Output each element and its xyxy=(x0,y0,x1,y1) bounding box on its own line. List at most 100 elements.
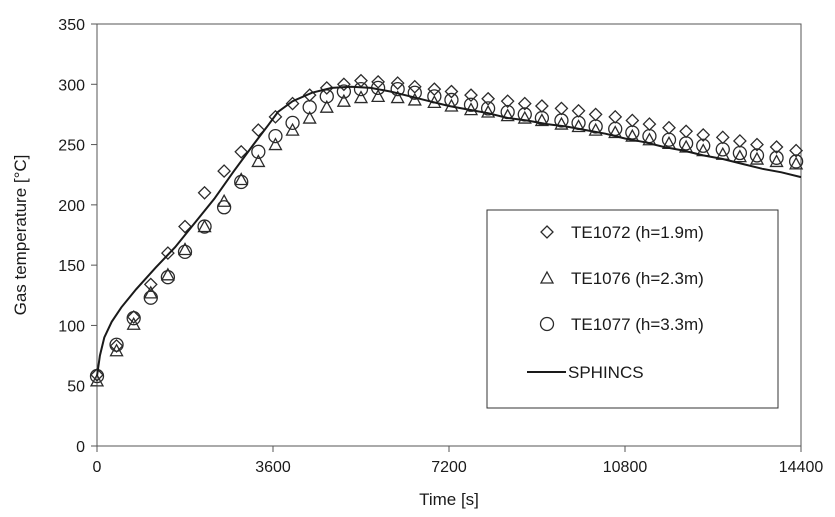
circle-point xyxy=(625,125,640,140)
triangle-point xyxy=(608,125,623,139)
diamond-point xyxy=(554,101,569,116)
diamond-point xyxy=(588,107,603,122)
legend-label: TE1072 (h=1.9m) xyxy=(571,223,704,242)
series-te1072 xyxy=(90,73,804,382)
diamond-point xyxy=(642,117,657,131)
diamond-point xyxy=(571,103,586,118)
circle-point xyxy=(642,128,657,144)
diamond-point xyxy=(90,367,104,382)
axis-ticks: 0 3600 7200 10800 14400 0 50 100 150 200 250 300 350 xyxy=(58,17,823,476)
diamond-point xyxy=(217,164,232,179)
diamond-point xyxy=(679,124,694,139)
triangle-point xyxy=(769,154,784,168)
y-tick-label: 300 xyxy=(58,77,85,94)
triangle-point xyxy=(89,373,105,387)
circle-point xyxy=(216,200,232,215)
diamond-point xyxy=(336,77,351,92)
circle-point xyxy=(678,136,694,151)
circle-point xyxy=(126,311,141,326)
diamond-point xyxy=(234,144,249,159)
triangle-point xyxy=(571,119,586,133)
circle-point xyxy=(554,113,569,128)
triangle-point xyxy=(642,132,657,146)
y-tick-label: 150 xyxy=(58,258,85,275)
circle-point xyxy=(608,121,623,137)
triangle-point xyxy=(789,156,804,170)
x-tick-label: 7200 xyxy=(431,459,467,476)
y-tick-label: 200 xyxy=(58,198,85,215)
circle-point xyxy=(769,150,784,165)
series-sphincs xyxy=(96,85,802,377)
legend-item: SPHINCS xyxy=(527,363,644,382)
diamond-point xyxy=(143,277,158,292)
circle-point xyxy=(749,148,765,163)
triangle-point xyxy=(481,104,496,118)
diamond-point xyxy=(662,120,676,135)
circle-point xyxy=(407,85,422,100)
diamond-point xyxy=(517,96,532,111)
y-tick-label: 350 xyxy=(58,17,85,34)
sphincs-line xyxy=(96,85,802,377)
diamond-point xyxy=(444,84,459,99)
circle-point xyxy=(109,337,124,352)
x-axis-title: Time [s] xyxy=(419,490,479,509)
triangle-point xyxy=(177,242,193,256)
y-tick-label: 250 xyxy=(58,138,85,155)
triangle-point xyxy=(732,149,747,163)
triangle-point xyxy=(197,219,212,233)
circle-point xyxy=(197,219,212,234)
y-tick-label: 100 xyxy=(58,318,85,335)
diamond-point xyxy=(500,94,515,109)
x-tick-label: 0 xyxy=(93,459,102,476)
legend-box xyxy=(486,209,779,409)
diamond-point xyxy=(625,113,640,128)
circle-point xyxy=(336,84,352,99)
triangle-point xyxy=(407,92,422,106)
circle-point xyxy=(661,132,677,147)
circle-point xyxy=(390,81,405,97)
series-te1077 xyxy=(89,80,804,384)
triangle-point xyxy=(554,116,569,130)
triangle-point xyxy=(353,90,369,104)
diamond-point xyxy=(160,246,175,261)
triangle-point xyxy=(625,128,640,142)
circle-point xyxy=(534,110,550,126)
triangle-point xyxy=(285,122,300,136)
legend-item: TE1072 (h=1.9m) xyxy=(540,223,704,242)
x-tick-label: 10800 xyxy=(603,459,648,476)
diamond-point xyxy=(608,109,623,124)
circle-point xyxy=(353,81,369,97)
triangle-point xyxy=(319,99,334,113)
diamond-point xyxy=(371,74,386,89)
circle-point xyxy=(251,144,266,159)
circle-point xyxy=(302,100,317,115)
triangle-point xyxy=(500,108,515,122)
diamond-point xyxy=(251,123,266,138)
circle-point xyxy=(234,174,249,190)
circle-point xyxy=(285,115,300,131)
legend-circle-swatch xyxy=(539,316,555,332)
x-tick-label: 3600 xyxy=(255,459,291,476)
triangle-point xyxy=(251,154,266,168)
diamond-point xyxy=(464,88,478,103)
diamond-point xyxy=(197,185,212,200)
triangle-point xyxy=(371,88,386,102)
diamond-point xyxy=(109,339,124,353)
triangle-point xyxy=(234,172,249,186)
triangle-point xyxy=(534,113,549,127)
legend-item: TE1076 (h=2.3m) xyxy=(539,269,704,288)
circle-point xyxy=(715,142,730,157)
x-tick-label: 14400 xyxy=(779,459,824,476)
y-axis-title: Gas temperature [°C] xyxy=(11,155,30,316)
legend-label: TE1077 (h=3.3m) xyxy=(571,315,704,334)
circle-point xyxy=(732,145,748,161)
diamond-point xyxy=(390,76,405,90)
circle-point xyxy=(480,101,496,116)
diamond-point xyxy=(534,99,549,113)
circle-point xyxy=(463,97,479,112)
legend-diamond-swatch xyxy=(540,225,554,239)
legend-triangle-swatch xyxy=(539,270,555,284)
legend-label: TE1076 (h=2.3m) xyxy=(571,269,704,288)
